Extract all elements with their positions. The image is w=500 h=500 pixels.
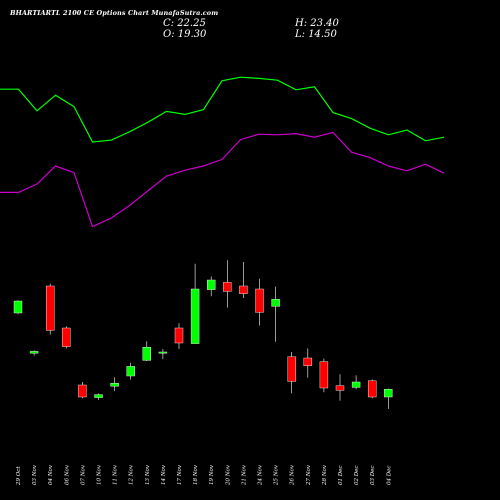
candle-body-5 — [94, 394, 103, 398]
candle-body-9 — [158, 351, 168, 354]
x-tick-label: 04 Dec — [386, 466, 392, 486]
x-tick-label: 11 Nov — [113, 464, 119, 485]
candle-body-1 — [29, 351, 39, 354]
candle-body-2 — [46, 285, 55, 331]
x-tick-label: 21 Nov — [241, 464, 247, 486]
high-value: H: 23.40 — [295, 18, 339, 29]
x-tick-label: 26 Nov — [290, 464, 296, 486]
x-tick-label: 13 Nov — [145, 464, 151, 485]
low-value: L: 14.50 — [295, 29, 337, 40]
x-tick-label: 03 Dec — [370, 466, 376, 486]
candle-body-21 — [351, 381, 361, 388]
x-tick-label: 01 Dec — [338, 466, 344, 486]
x-tick-label: 25 Nov — [274, 464, 280, 486]
x-tick-label: 19 Nov — [209, 464, 215, 485]
chart-title: BHARTIARTL 2100 CE Options Chart MunafaS… — [10, 9, 219, 17]
x-tick-label: 27 Nov — [306, 464, 312, 486]
x-tick-label: 10 Nov — [97, 464, 103, 485]
open-value: O: 19.30 — [163, 29, 207, 40]
overlay-line-2 — [0, 131, 445, 228]
candle-body-18 — [303, 357, 312, 367]
overlay-line-1 — [0, 76, 445, 143]
candle-body-3 — [62, 327, 71, 347]
x-tick-label: 28 Nov — [322, 464, 328, 486]
x-tick-label: 17 Nov — [177, 464, 183, 485]
candle-body-19 — [319, 361, 329, 389]
candle-body-4 — [78, 384, 87, 398]
candle-body-14 — [239, 285, 248, 295]
candle-body-6 — [110, 383, 119, 387]
candle-body-15 — [255, 288, 264, 313]
candle-body-22 — [368, 380, 377, 398]
candle-body-17 — [287, 356, 296, 382]
candle-body-10 — [174, 327, 184, 344]
x-tick-label: 24 Nov — [258, 464, 264, 486]
x-tick-label: 03 Nov — [32, 464, 38, 485]
candle-body-11 — [190, 288, 200, 344]
candle-body-0 — [13, 300, 23, 314]
candle-body-16 — [271, 299, 280, 307]
x-tick-label: 06 Nov — [64, 464, 70, 485]
x-tick-label: 18 Nov — [193, 464, 199, 485]
x-tick-label: 20 Nov — [225, 464, 231, 486]
candle-body-7 — [126, 366, 135, 377]
candle-body-12 — [206, 279, 216, 290]
x-tick-label: 29 Oct — [16, 466, 22, 486]
x-tick-label: 12 Nov — [129, 464, 135, 485]
candle-body-23 — [384, 389, 393, 398]
candle-body-13 — [223, 282, 232, 292]
candle-body-20 — [335, 385, 345, 391]
x-tick-label: 04 Nov — [48, 464, 54, 485]
candle-body-8 — [142, 347, 152, 361]
x-tick-label: 14 Nov — [161, 464, 167, 485]
x-tick-label: 02 Dec — [354, 466, 360, 486]
close-value: C: 22.25 — [163, 18, 206, 29]
x-tick-label: 07 Nov — [80, 464, 86, 485]
